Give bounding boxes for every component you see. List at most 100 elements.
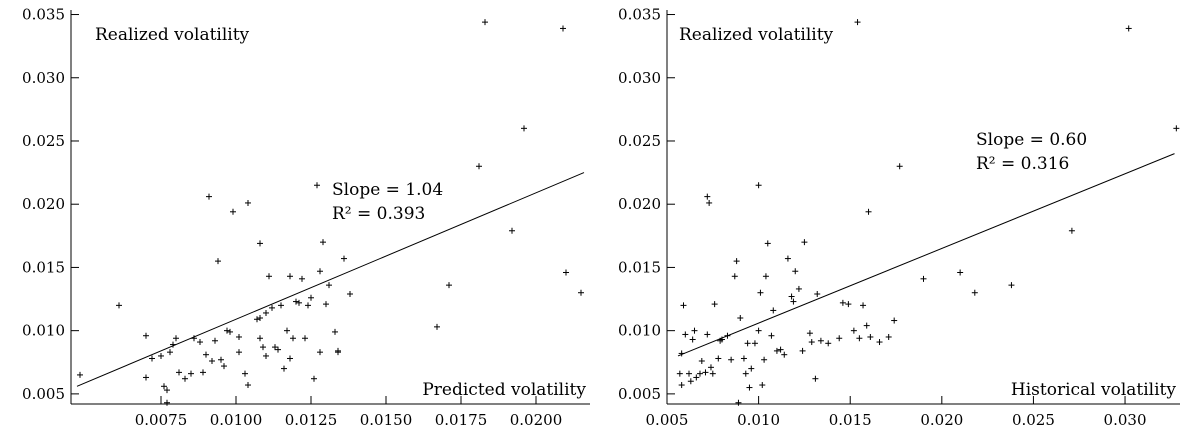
scatter-point (446, 282, 452, 289)
y-tick-label: 0.030 (22, 69, 65, 87)
scatter-point (509, 227, 515, 234)
scatter-point (215, 258, 221, 265)
scatter-point (563, 269, 569, 276)
y-tick-label: 0.035 (618, 6, 661, 24)
y-tick-label: 0.010 (22, 322, 65, 340)
scatter-point (560, 25, 566, 32)
scatter-point (221, 363, 227, 370)
scatter-point (476, 163, 482, 170)
x-tick-label: 0.005 (646, 411, 689, 429)
x-tick-label: 0.025 (1012, 411, 1055, 429)
scatter-point (704, 193, 711, 200)
scatter-point (272, 344, 278, 351)
scatter-point (728, 356, 735, 363)
scatter-point (176, 369, 182, 376)
scatter-point (856, 335, 863, 342)
scatter-point (693, 374, 700, 381)
scatter-point (317, 349, 323, 356)
scatter-point (731, 273, 738, 280)
scatter-point (230, 208, 236, 215)
scatter-point (203, 351, 209, 358)
x-tick-label: 0.0175 (435, 411, 488, 429)
scatter-point (825, 340, 832, 347)
scatter-point (209, 358, 215, 365)
y-tick-label: 0.035 (22, 6, 65, 24)
scatter-point (206, 193, 212, 200)
scatter-point (742, 370, 749, 377)
scatter-point (737, 315, 744, 322)
scatter-point (744, 340, 751, 347)
y-tick-label: 0.015 (618, 258, 661, 276)
scatter-point (170, 341, 176, 348)
y-tick-label: 0.025 (22, 132, 65, 150)
scatter-point (281, 365, 287, 372)
scatter-point (773, 347, 780, 354)
scatter-point (164, 399, 170, 406)
scatter-point (182, 375, 188, 382)
y-tick-label: 0.020 (22, 195, 65, 213)
scatter-point (212, 337, 218, 344)
scatter-point (326, 282, 332, 289)
scatter-point (850, 327, 857, 334)
x-axis-label: Historical volatility (1011, 380, 1176, 400)
scatter-point (784, 255, 791, 262)
scatter-point (224, 327, 230, 334)
scatter-point (197, 339, 203, 346)
scatter-point (799, 347, 806, 354)
regression-line (677, 153, 1175, 357)
scatter-point (792, 268, 799, 275)
scatter-point (317, 268, 323, 275)
x-tick-label: 0.020 (920, 411, 963, 429)
scatter-point (257, 315, 263, 322)
y-tick-label: 0.005 (22, 385, 65, 403)
scatter-point (682, 331, 689, 338)
scatter-point (296, 299, 302, 306)
scatter-point (812, 375, 819, 382)
scatter-point (748, 365, 755, 372)
scatter-point (867, 333, 874, 340)
scatter-point (257, 240, 263, 247)
scatter-point (284, 327, 290, 334)
scatter-point (801, 239, 808, 246)
scatter-point (854, 19, 861, 26)
x-tick-label: 0.0150 (360, 411, 413, 429)
scatter-point (790, 298, 797, 305)
scatter-point (698, 358, 705, 365)
scatter-point (891, 317, 898, 324)
scatter-point (287, 355, 293, 362)
scatter-point (257, 335, 263, 342)
scatter-point (164, 387, 170, 394)
scatter-point (707, 364, 714, 371)
scatter-point (218, 356, 224, 363)
scatter-point (242, 370, 248, 377)
scatter-point (971, 289, 978, 296)
scatter-point (434, 323, 440, 330)
scatter-point (814, 290, 821, 297)
scatter-point (808, 339, 815, 346)
scatter-point (788, 293, 795, 300)
scatter-point (817, 337, 824, 344)
y-tick-label: 0.025 (618, 132, 661, 150)
scatter-point (236, 333, 242, 340)
scatter-point (323, 301, 329, 308)
scatter-point (764, 240, 771, 247)
y-tick-label: 0.015 (22, 258, 65, 276)
scatter-point (678, 382, 685, 389)
scatter-point (751, 340, 758, 347)
scatter-point (957, 269, 964, 276)
scatter-point (687, 378, 694, 385)
scatter-point (860, 302, 867, 309)
x-tick-label: 0.015 (829, 411, 872, 429)
scatter-point (158, 352, 164, 359)
scatter-point (740, 355, 747, 362)
scatter-point (269, 304, 275, 311)
scatter-point (762, 273, 769, 280)
scatter-point (678, 350, 685, 357)
scatter-point (320, 239, 326, 246)
scatter-point (302, 335, 308, 342)
scatter-point (770, 307, 777, 314)
chart-panel-predicted: 0.005 0.010 0.015 0.020 0.025 0.030 0.035 0.007… (22, 6, 590, 429)
scatter-point (836, 335, 843, 342)
scatter-point (299, 275, 305, 282)
scatter-point (768, 332, 775, 339)
